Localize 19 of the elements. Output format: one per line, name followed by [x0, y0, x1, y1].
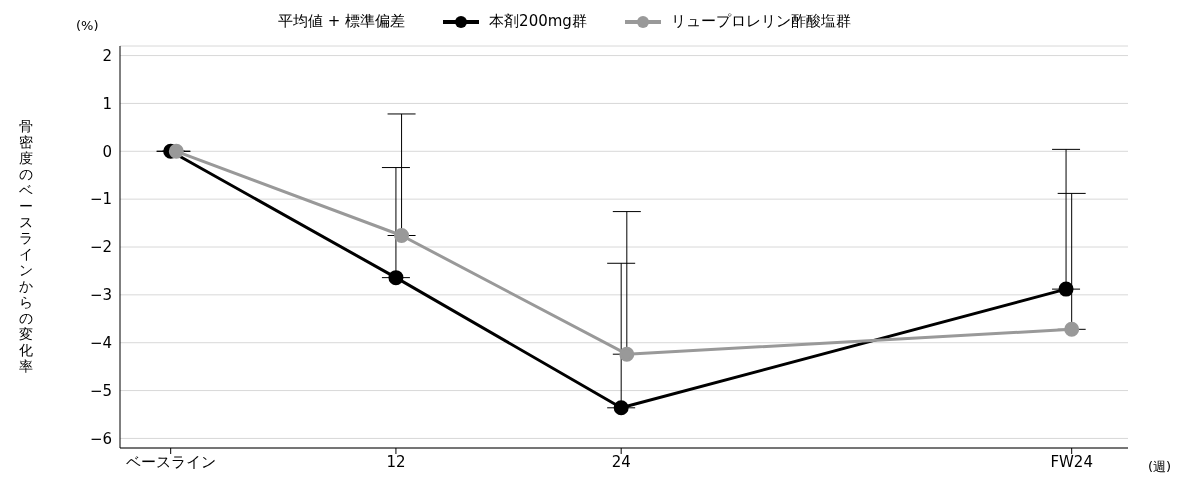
y-tick-label: −1	[89, 190, 112, 209]
x-tick-label: 12	[386, 452, 406, 471]
y-tick-label: −6	[89, 429, 112, 448]
y-tick-label: −4	[89, 334, 112, 353]
legend-title: 平均値 + 標準偏差	[278, 12, 406, 31]
text: (%)	[76, 18, 99, 33]
x-tick-label: ベースライン	[125, 452, 216, 471]
y-tick-label: −3	[89, 286, 112, 305]
y-tick-label: 2	[102, 46, 112, 65]
text: 骨密度のベースラインからの変化率	[19, 118, 33, 374]
y-tick-label: −5	[89, 381, 112, 400]
x-tick-label: 24	[611, 452, 631, 471]
y-tick-label: −2	[89, 238, 112, 257]
x-tick-label: FW24	[1050, 452, 1093, 471]
y-tick-label: 1	[102, 94, 112, 113]
legend-label: リュープロレリン酢酸塩群	[670, 12, 851, 31]
legend-label: 本剤200mg群	[489, 12, 587, 31]
y-tick-label: 0	[102, 142, 112, 161]
x-axis-title: (週)	[1148, 458, 1172, 476]
